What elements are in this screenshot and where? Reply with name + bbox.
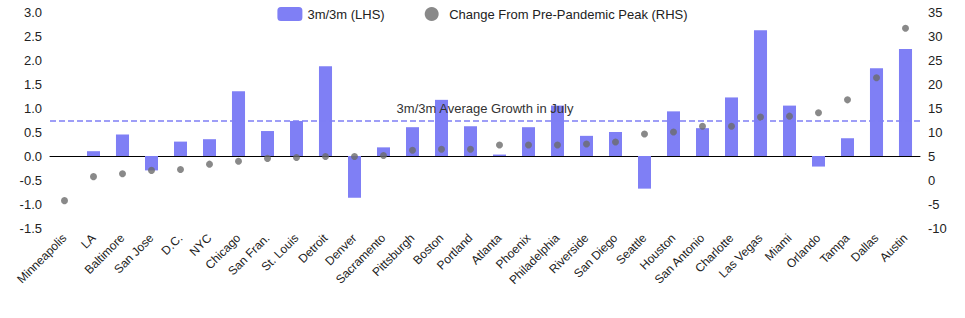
svg-text:Denver: Denver xyxy=(322,231,360,269)
svg-text:Las Vegas: Las Vegas xyxy=(716,231,765,280)
svg-text:Seattle: Seattle xyxy=(613,231,650,268)
svg-text:20: 20 xyxy=(928,77,942,92)
svg-text:2.5: 2.5 xyxy=(24,29,42,44)
svg-text:0: 0 xyxy=(928,173,935,188)
svg-text:Pittsburgh: Pittsburgh xyxy=(369,231,417,279)
svg-text:Baltimore: Baltimore xyxy=(81,231,128,277)
svg-text:30: 30 xyxy=(928,29,942,44)
svg-text:Minneapolis: Minneapolis xyxy=(14,231,69,286)
svg-text:Atlanta: Atlanta xyxy=(468,231,505,268)
svg-text:Sacramento: Sacramento xyxy=(332,231,389,287)
svg-text:-1.0: -1.0 xyxy=(20,197,42,212)
svg-text:Dallas: Dallas xyxy=(848,231,881,264)
svg-text:1.5: 1.5 xyxy=(24,77,42,92)
svg-text:-0.5: -0.5 xyxy=(20,173,42,188)
svg-text:-10: -10 xyxy=(928,221,947,236)
svg-text:Boston: Boston xyxy=(410,231,447,268)
svg-text:NYC: NYC xyxy=(186,231,215,259)
svg-text:San Diego: San Diego xyxy=(571,231,621,281)
svg-text:2.0: 2.0 xyxy=(24,53,42,68)
svg-text:0.5: 0.5 xyxy=(24,125,42,140)
svg-text:D.C.: D.C. xyxy=(159,231,186,258)
svg-text:3m/3m (LHS): 3m/3m (LHS) xyxy=(307,7,384,22)
svg-text:Detroit: Detroit xyxy=(295,231,331,266)
svg-text:Chicago: Chicago xyxy=(202,231,244,273)
svg-text:3m/3m Average Growth in July: 3m/3m Average Growth in July xyxy=(397,101,574,116)
svg-text:Austin: Austin xyxy=(877,231,910,264)
svg-text:Charlotte: Charlotte xyxy=(692,231,737,276)
svg-text:Portland: Portland xyxy=(434,231,475,272)
svg-text:-1.5: -1.5 xyxy=(20,221,42,236)
svg-text:Miami: Miami xyxy=(761,231,795,264)
svg-text:Change From Pre-Pandemic Peak: Change From Pre-Pandemic Peak (RHS) xyxy=(449,7,687,22)
svg-text:Tampa: Tampa xyxy=(817,231,853,267)
svg-text:Houston: Houston xyxy=(637,231,679,273)
svg-text:San Antonio: San Antonio xyxy=(651,231,708,287)
svg-text:1.0: 1.0 xyxy=(24,101,42,116)
svg-text:-5: -5 xyxy=(928,197,940,212)
svg-text:25: 25 xyxy=(928,53,942,68)
svg-text:10: 10 xyxy=(928,125,942,140)
svg-text:5: 5 xyxy=(928,149,935,164)
svg-text:3.0: 3.0 xyxy=(24,5,42,20)
svg-text:35: 35 xyxy=(928,5,942,20)
svg-text:Riverside: Riverside xyxy=(546,231,592,277)
svg-text:San Fran.: San Fran. xyxy=(225,231,273,279)
svg-text:Philadelphia: Philadelphia xyxy=(506,231,563,288)
svg-text:0.0: 0.0 xyxy=(24,149,42,164)
svg-text:St. Louis: St. Louis xyxy=(259,231,302,274)
svg-text:Phoenix: Phoenix xyxy=(492,231,534,272)
svg-text:15: 15 xyxy=(928,101,942,116)
svg-text:Orlando: Orlando xyxy=(783,231,823,271)
svg-text:LA: LA xyxy=(78,231,98,251)
svg-text:San Jose: San Jose xyxy=(111,231,156,276)
